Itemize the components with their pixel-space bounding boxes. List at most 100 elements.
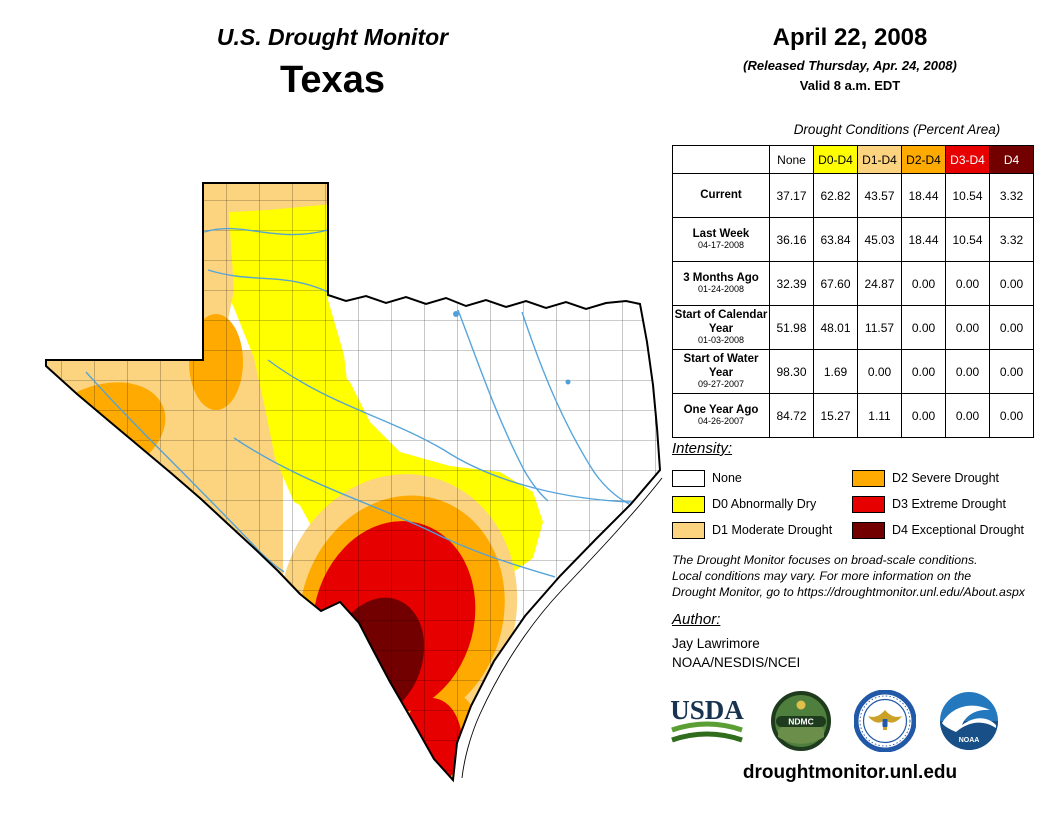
value-cell: 62.82 [813, 173, 858, 218]
value-cell: 48.01 [813, 305, 858, 350]
author-heading: Author: [672, 611, 721, 628]
value-cell: 0.00 [945, 261, 990, 306]
texas-drought-map [45, 182, 663, 783]
value-cell: 15.27 [813, 393, 858, 438]
row-label-cell: Start of Calendar Year 01-03-2008 [672, 305, 770, 350]
row-label-cell: Last Week 04-17-2008 [672, 217, 770, 262]
legend-swatch [672, 469, 705, 487]
legend-label: D2 Severe Drought [892, 471, 1000, 485]
river-lines [85, 227, 633, 578]
legend-label: D3 Extreme Drought [892, 497, 1006, 511]
value-cell: 0.00 [945, 349, 990, 394]
corner-cell [672, 145, 770, 174]
legend-title: Intensity: [672, 440, 733, 457]
column-header-none: None [769, 145, 814, 174]
map-date: April 22, 2008 [772, 24, 928, 51]
legend-swatch [852, 495, 885, 513]
released-date: (Released Thursday, Apr. 24, 2008) [743, 58, 957, 73]
value-cell: 0.00 [945, 393, 990, 438]
logo-row: USDA NDMC [666, 690, 1042, 752]
value-cell: 18.44 [901, 217, 946, 262]
legend-label: D1 Moderate Drought [712, 523, 833, 537]
value-cell: 32.39 [769, 261, 814, 306]
legend-swatch [672, 495, 705, 513]
table-row: Last Week 04-17-2008 36.16 63.84 45.03 18.44 1… [672, 217, 1034, 262]
row-date: 01-24-2008 [697, 284, 745, 295]
value-cell: 36.16 [769, 217, 814, 262]
table-row: One Year Ago 04-26-2007 84.72 15.27 1.11 0.00… [672, 393, 1034, 438]
table-row: Start of Water Year 09-27-2007 98.30 1.69 0.… [672, 349, 1034, 394]
noaa-label: NOAA [959, 737, 980, 744]
column-header-d3-d4: D3-D4 [945, 145, 990, 174]
value-cell: 0.00 [989, 305, 1034, 350]
legend-grid: None D0 Abnormally Dry D1 Moderate Drought… [672, 465, 1048, 543]
value-cell: 0.00 [989, 261, 1034, 306]
row-label-cell: Start of Water Year 09-27-2007 [672, 349, 770, 394]
table-row: 3 Months Ago 01-24-2008 32.39 67.60 24.87 0.0… [672, 261, 1034, 306]
value-cell: 0.00 [857, 349, 902, 394]
value-cell: 37.17 [769, 173, 814, 218]
legend-swatch [852, 469, 885, 487]
table-row: Current 37.17 62.82 43.57 18.44 10.54 3.32 [672, 173, 1034, 218]
column-header-d2-d4: D2-D4 [901, 145, 946, 174]
ndmc-logo-icon: NDMC [770, 690, 832, 752]
site-url: droughtmonitor.unl.edu [742, 762, 958, 783]
value-cell: 0.00 [901, 305, 946, 350]
disclaimer-line: Drought Monitor, go to https://droughtmo… [672, 585, 1025, 600]
value-cell: 1.69 [813, 349, 858, 394]
legend-label: None [712, 471, 742, 485]
table-title: Drought Conditions (Percent Area) [793, 122, 1001, 137]
value-cell: 0.00 [989, 349, 1034, 394]
row-label: Current [700, 188, 742, 201]
lake-marker [453, 311, 459, 317]
value-cell: 0.00 [901, 261, 946, 306]
county-lines [46, 183, 660, 780]
region-title: Texas [280, 59, 385, 101]
row-date: 09-27-2007 [697, 378, 745, 389]
legend-label: D0 Abnormally Dry [712, 497, 817, 511]
value-cell: 0.00 [901, 349, 946, 394]
usda-wordmark: USDA [670, 695, 744, 725]
legend-swatch [672, 521, 705, 539]
value-cell: 84.72 [769, 393, 814, 438]
title-block: U.S. Drought Monitor Texas [60, 24, 605, 102]
value-cell: 98.30 [769, 349, 814, 394]
column-header-d4: D4 [989, 145, 1034, 174]
value-cell: 43.57 [857, 173, 902, 218]
barrier-islands [461, 477, 663, 779]
row-label: Start of Water Year [683, 353, 759, 379]
drought-conditions-table: None D0-D4 D1-D4 D2-D4 D3-D4 D4 Current 37.17 6… [672, 145, 1034, 438]
disclaimer-line: The Drought Monitor focuses on broad-sca… [672, 553, 978, 567]
author-agency: NOAA/NESDIS/NCEI [672, 655, 801, 670]
legend-item: D4 Exceptional Drought [852, 521, 1048, 539]
right-column: April 22, 2008 (Released Thursday, Apr. … [660, 0, 1044, 816]
valid-time: Valid 8 a.m. EDT [799, 78, 901, 93]
usda-logo-icon: USDA [666, 692, 748, 750]
row-label-cell: One Year Ago 04-26-2007 [672, 393, 770, 438]
disclaimer-line: Local conditions may vary. For more info… [672, 569, 972, 584]
row-label-cell: 3 Months Ago 01-24-2008 [672, 261, 770, 306]
state-outline [45, 182, 662, 783]
row-date: 01-03-2008 [697, 334, 745, 345]
value-cell: 45.03 [857, 217, 902, 262]
table-body: Current 37.17 62.82 43.57 18.44 10.54 3.32 Last… [672, 173, 1034, 438]
value-cell: 10.54 [945, 173, 990, 218]
row-label: One Year Ago [683, 403, 759, 416]
disclaimer-text: The Drought Monitor focuses on broad-sca… [672, 552, 1044, 601]
row-date: 04-17-2008 [697, 240, 745, 251]
table-row: Start of Calendar Year 01-03-2008 51.98 48.… [672, 305, 1034, 350]
program-title: U.S. Drought Monitor [216, 24, 449, 50]
commerce-seal-icon [854, 690, 916, 752]
value-cell: 0.00 [945, 305, 990, 350]
value-cell: 10.54 [945, 217, 990, 262]
value-cell: 3.32 [989, 173, 1034, 218]
value-cell: 1.11 [857, 393, 902, 438]
ndmc-label: NDMC [788, 717, 814, 727]
legend-item: D2 Severe Drought [852, 469, 1048, 487]
author-name: Jay Lawrimore [672, 636, 760, 651]
legend-swatch [852, 521, 885, 539]
noaa-logo-icon: NOAA [938, 690, 1000, 752]
column-header-d0-d4: D0-D4 [813, 145, 858, 174]
value-cell: 24.87 [857, 261, 902, 306]
value-cell: 0.00 [989, 393, 1034, 438]
